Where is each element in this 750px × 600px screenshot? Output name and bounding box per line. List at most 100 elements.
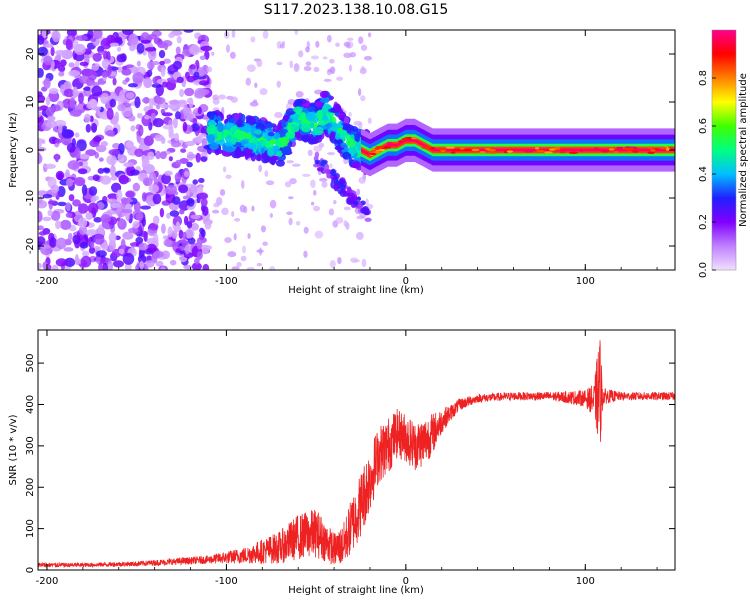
heatmap-cell: [118, 174, 129, 185]
heatmap-cell: [290, 125, 300, 133]
heatmap-cell: [217, 122, 224, 133]
heatmap-cell: [231, 266, 240, 270]
heatmap-cell: [243, 123, 252, 133]
heatmap-cell: [398, 140, 403, 143]
heatmap-cell: [259, 247, 263, 256]
heatmap-cell: [374, 147, 380, 151]
heatmap-cell: [60, 219, 72, 230]
heatmap-cell: [47, 115, 56, 122]
heatmap-cell: [64, 257, 76, 268]
heatmap-cell: [198, 80, 210, 86]
heatmap-cell: [107, 64, 112, 76]
heatmap-cell: [128, 227, 139, 234]
heatmap-cell: [233, 112, 240, 122]
heatmap-cell: [286, 160, 295, 164]
heatmap-cell: [38, 94, 46, 103]
heatmap-cell: [87, 202, 99, 215]
heatmap-cell: [289, 60, 293, 69]
heatmap-cell: [93, 216, 103, 223]
heatmap-cell: [38, 46, 48, 57]
heatmap-cell: [211, 51, 215, 56]
heatmap-cell: [182, 121, 188, 132]
heatmap-cell: [279, 138, 288, 149]
heatmap-cell: [305, 111, 316, 122]
heatmap-cell: [227, 251, 237, 258]
heatmap-cell: [314, 230, 324, 239]
heatmap-cell: [233, 130, 240, 138]
heatmap-cell: [452, 149, 462, 152]
heatmap-cell: [144, 47, 157, 52]
heatmap-cell: [163, 58, 171, 64]
heatmap-cell: [86, 229, 98, 236]
heatmap-cell: [183, 170, 190, 178]
heatmap-cell: [72, 199, 81, 207]
heatmap-cell: [74, 132, 80, 138]
heatmap-cell: [320, 160, 326, 168]
heatmap-cell: [152, 233, 159, 244]
heatmap-cell: [38, 111, 42, 118]
heatmap-cell: [44, 163, 56, 169]
heatmap-cell: [117, 104, 126, 112]
heatmap-cell: [578, 149, 584, 152]
heatmap-cell: [363, 55, 373, 61]
heatmap-cell: [360, 44, 368, 51]
heatmap-cell: [170, 140, 181, 148]
heatmap-cell: [147, 151, 155, 160]
heatmap-cell: [197, 88, 210, 96]
snr-series-line: [38, 340, 675, 569]
colorbar-ticks: 0.0 0.2 0.4 0.6 0.8: [698, 70, 716, 278]
heatmap-cell: [334, 104, 342, 113]
heatmap-cell: [352, 200, 359, 206]
heatmap-cell: [73, 39, 79, 52]
heatmap-cell: [125, 92, 135, 99]
heatmap-cell: [343, 41, 351, 47]
heatmap-cell: [286, 130, 296, 139]
heatmap-cell: [159, 207, 165, 218]
heatmap-cell: [225, 146, 236, 153]
heatmap-cell: [72, 234, 81, 245]
heatmap-cell: [155, 97, 166, 105]
heatmap-cell: [204, 220, 212, 230]
heatmap-cell: [168, 132, 175, 139]
heatmap-cell: [47, 200, 59, 205]
colorbar-tick-label: 0.2: [698, 214, 709, 230]
y-tick-label: 200: [25, 478, 36, 497]
heatmap-cell: [259, 88, 268, 96]
heatmap-cell: [58, 123, 63, 134]
heatmap-cell: [207, 133, 215, 143]
heatmap-cell: [153, 177, 159, 186]
heatmap-cell: [300, 123, 311, 133]
heatmap-cell: [276, 61, 283, 66]
heatmap-cell: [322, 115, 328, 121]
heatmap-cell: [163, 42, 169, 51]
heatmap-cell: [73, 176, 86, 187]
heatmap-cell: [357, 88, 362, 96]
heatmap-cell: [116, 54, 127, 63]
heatmap-cell: [176, 76, 184, 84]
heatmap-cell: [215, 149, 223, 155]
heatmap-cell: [135, 212, 144, 221]
colorbar-tick-label: 0.4: [698, 166, 709, 182]
heatmap-cell: [142, 177, 153, 187]
heatmap-cell: [314, 101, 323, 108]
x-tick-label: -200: [36, 276, 59, 287]
figure-title: S117.2023.138.10.08.G15: [264, 2, 449, 18]
heatmap-cell: [276, 80, 281, 88]
heatmap-cell: [147, 33, 158, 40]
heatmap-cell: [55, 49, 67, 56]
heatmap-cell: [175, 221, 181, 232]
heatmap-cell: [112, 77, 117, 86]
heatmap-cell: [340, 142, 347, 148]
heatmap-cell: [107, 260, 114, 270]
heatmap-cell: [127, 83, 138, 88]
heatmap-cell: [256, 141, 262, 148]
heatmap-cell: [187, 237, 196, 245]
heatmap-cell: [108, 149, 121, 156]
heatmap-cell: [137, 254, 147, 264]
heatmap-cell: [179, 88, 185, 98]
heatmap-cell: [61, 129, 74, 139]
heatmap-cell: [186, 97, 193, 104]
heatmap-cell: [79, 61, 89, 66]
heatmap-cell: [219, 189, 226, 196]
heatmap-cell: [197, 192, 209, 200]
